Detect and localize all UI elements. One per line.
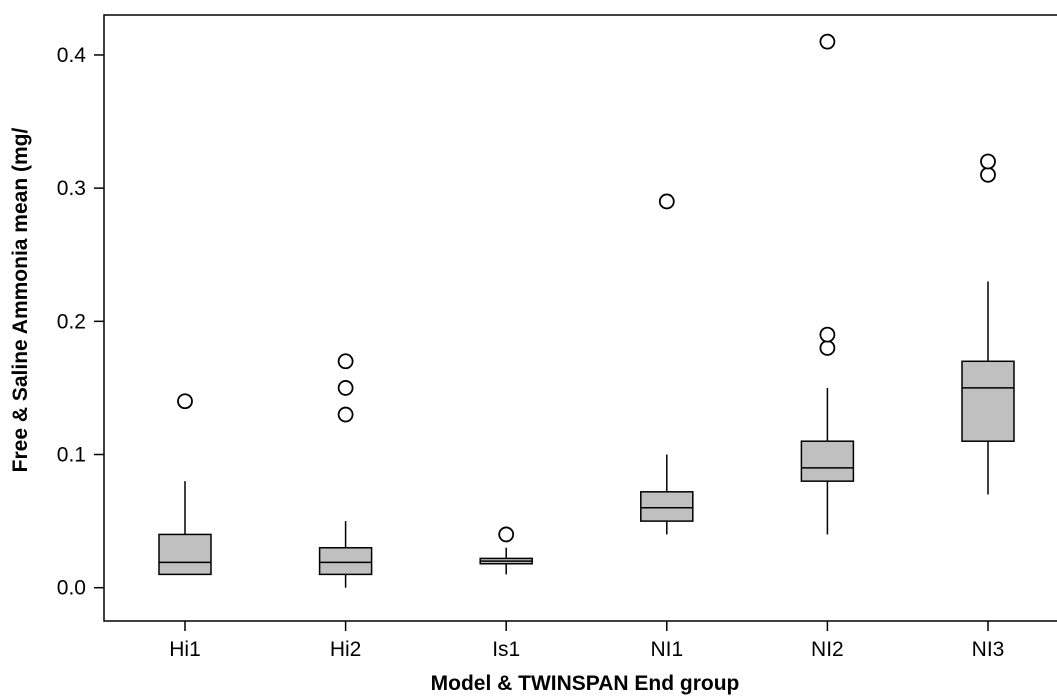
outlier-point xyxy=(658,193,675,210)
outlier-point xyxy=(337,406,354,423)
x-tick-label: Hi1 xyxy=(169,638,201,661)
box-group-is1 xyxy=(479,526,533,575)
y-tick-label: 0.3 xyxy=(57,177,86,200)
y-tick-label: 0.0 xyxy=(57,577,86,600)
outlier-point xyxy=(177,393,193,410)
x-axis: Hi1 Hi2 Is1 NI1 NI2 NI3 xyxy=(169,621,1004,661)
iqr-box xyxy=(158,533,212,576)
outlier-point xyxy=(819,340,836,356)
boxes xyxy=(158,33,1015,588)
x-tick-label: NI1 xyxy=(650,638,683,661)
outlier-point xyxy=(498,526,515,543)
y-tick-label: 0.4 xyxy=(57,44,87,67)
x-tick-label: NI2 xyxy=(811,638,844,661)
iqr-box xyxy=(961,360,1015,442)
outlier-point xyxy=(337,353,354,370)
y-axis: 0.0 0.1 0.2 0.3 0.4 xyxy=(57,44,104,600)
outlier-point xyxy=(337,380,354,396)
iqr-box xyxy=(318,546,373,576)
outlier-point xyxy=(819,33,836,50)
x-axis-label: Model & TWINSPAN End group xyxy=(431,672,740,695)
outlier-point xyxy=(980,153,996,170)
plot-frame xyxy=(103,14,1057,622)
y-tick-label: 0.2 xyxy=(57,310,86,333)
box-group-ni3 xyxy=(961,153,1015,495)
box-group-ni1 xyxy=(640,193,694,535)
box-group-ni2 xyxy=(800,33,855,535)
outlier-point xyxy=(819,326,836,343)
box-group-hi1 xyxy=(158,393,212,576)
x-tick-label: NI3 xyxy=(972,638,1005,661)
y-axis-label: Free & Saline Ammonia mean (mg/ xyxy=(9,128,32,473)
iqr-box xyxy=(800,440,855,482)
x-tick-label: Is1 xyxy=(492,638,520,661)
y-tick-label: 0.1 xyxy=(57,444,86,467)
box-group-hi2 xyxy=(318,353,373,588)
iqr-box xyxy=(640,491,694,522)
outlier-point xyxy=(980,166,996,183)
x-tick-label: Hi2 xyxy=(330,638,362,661)
